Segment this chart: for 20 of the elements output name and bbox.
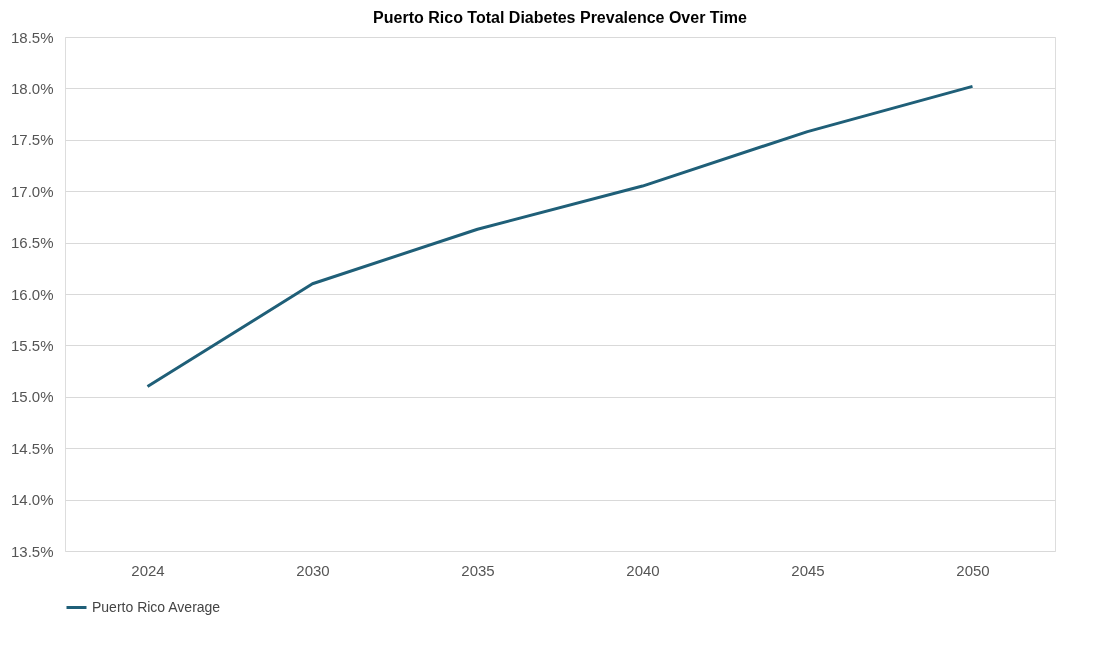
y-tick-label: 13.5% bbox=[10, 542, 54, 560]
y-tick-label: 16.5% bbox=[10, 234, 54, 252]
x-tick-label: 2045 bbox=[791, 561, 825, 579]
y-tick-label: 18.5% bbox=[10, 28, 54, 46]
legend-label: Puerto Rico Average bbox=[92, 598, 221, 615]
x-tick-label: 2035 bbox=[461, 561, 495, 579]
x-tick-label: 2050 bbox=[956, 561, 990, 579]
y-tick-label: 15.0% bbox=[10, 388, 54, 406]
y-tick-label: 14.5% bbox=[10, 439, 54, 457]
y-tick-label: 18.0% bbox=[10, 79, 54, 97]
x-tick-label: 2030 bbox=[296, 561, 330, 579]
y-tick-label: 14.0% bbox=[10, 491, 54, 509]
y-tick-label: 17.5% bbox=[10, 131, 54, 149]
y-tick-label: 17.0% bbox=[10, 182, 54, 200]
x-tick-label: 2040 bbox=[626, 561, 660, 579]
y-tick-label: 15.5% bbox=[10, 336, 54, 354]
x-tick-label: 2024 bbox=[131, 561, 165, 579]
y-tick-label: 16.0% bbox=[10, 285, 54, 303]
line-series bbox=[146, 84, 974, 389]
chart-title: Puerto Rico Total Diabetes Prevalence Over Time bbox=[373, 9, 747, 26]
